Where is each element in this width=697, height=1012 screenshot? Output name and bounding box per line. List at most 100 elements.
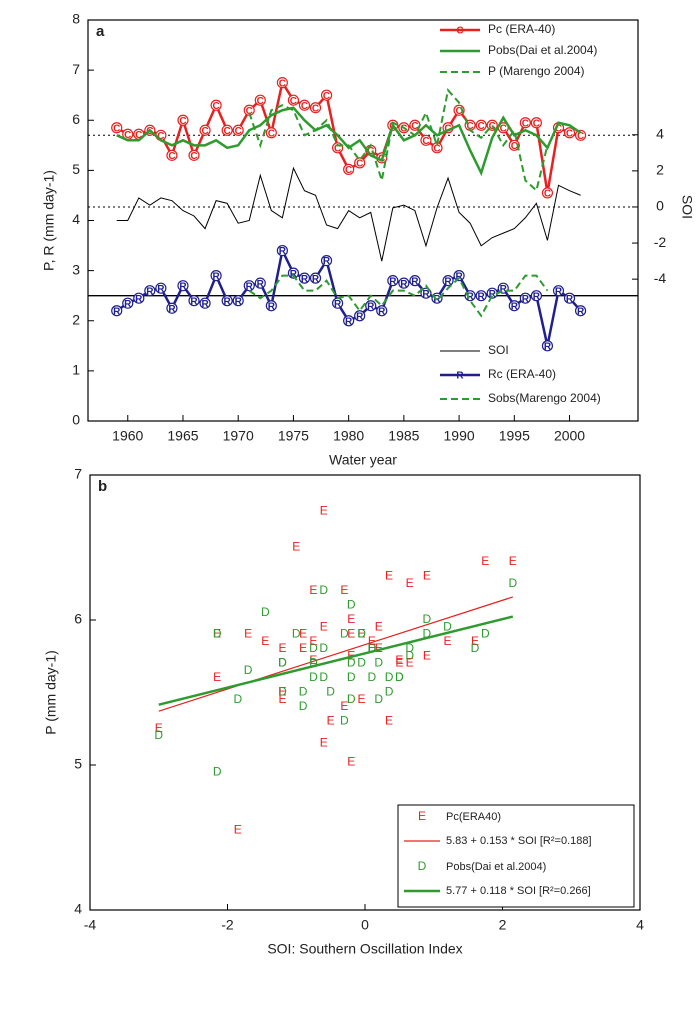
- marker: R: [190, 296, 198, 307]
- scatter-point: D: [395, 670, 404, 684]
- marker-ring: [122, 297, 134, 309]
- scatter-point: D: [309, 656, 318, 670]
- scatter-point: D: [374, 692, 383, 706]
- scatter-point: E: [309, 653, 317, 667]
- x-tick-label: 1970: [223, 428, 254, 444]
- scatter-point: E: [423, 648, 431, 662]
- scatter-point: E: [406, 656, 414, 670]
- scatter-point: D: [340, 714, 349, 728]
- marker: C: [334, 143, 341, 154]
- scatter-point: D: [385, 670, 394, 684]
- marker: R: [301, 274, 309, 285]
- x-tick-label: -4: [84, 917, 97, 933]
- marker-ring: [354, 310, 366, 322]
- x-tick-label: 0: [361, 917, 369, 933]
- scatter-point: E: [278, 685, 286, 699]
- marker-ring: [453, 270, 465, 282]
- scatter-point: D: [423, 612, 432, 626]
- marker-ring: [497, 282, 509, 294]
- marker: R: [179, 281, 187, 292]
- marker: R: [323, 256, 331, 267]
- scatter-point: E: [347, 648, 355, 662]
- marker-ring: [574, 305, 587, 317]
- scatter-point: E: [395, 653, 403, 667]
- marker-ring: [210, 270, 222, 282]
- scatter-point: E: [368, 634, 376, 648]
- panel-label: a: [96, 23, 105, 40]
- scatter-point: D: [213, 627, 222, 641]
- scatter-point: D: [278, 656, 287, 670]
- marker-ring: [519, 117, 531, 129]
- scatter-point: E: [347, 612, 355, 626]
- legend-label: Pc (ERA-40): [488, 22, 555, 36]
- y2-tick-label: 0: [656, 198, 664, 214]
- x-tick-label: 2: [499, 917, 507, 933]
- x-tick-label: 1985: [388, 428, 419, 444]
- marker: C: [411, 121, 418, 132]
- legend-label: P (Marengo 2004): [488, 64, 585, 78]
- scatter-point: D: [244, 663, 253, 677]
- marker: R: [279, 246, 287, 257]
- marker-ring: [343, 315, 355, 327]
- y-axis-label: P, R (mm day-1): [41, 170, 57, 271]
- y2-tick-label: 4: [656, 125, 664, 141]
- marker-ring: [188, 149, 200, 161]
- scatter-point: E: [234, 822, 242, 836]
- y-tick-label: 4: [72, 211, 80, 227]
- marker-ring: [508, 300, 520, 312]
- legend-marker: R: [456, 371, 464, 382]
- marker-ring: [265, 127, 277, 139]
- marker-ring: [166, 149, 178, 161]
- scatter-point: D: [309, 670, 318, 684]
- x-tick-label: 4: [636, 917, 644, 933]
- scatter-point: E: [375, 641, 383, 655]
- scatter-point: E: [443, 634, 451, 648]
- scatter-point: E: [327, 714, 335, 728]
- scatter-point: E: [244, 627, 252, 641]
- scatter-point: D: [292, 627, 301, 641]
- marker-ring: [166, 302, 178, 314]
- x-tick-label: 1980: [333, 428, 364, 444]
- scatter-point: D: [368, 641, 377, 655]
- y-tick-label: 5: [74, 756, 82, 772]
- scatter-point: D: [278, 656, 287, 670]
- marker: C: [455, 106, 462, 117]
- y-tick-label: 8: [72, 11, 80, 27]
- y-axis-label: P (mm day-1): [43, 650, 59, 735]
- marker: C: [268, 128, 275, 139]
- y-tick-label: 7: [72, 61, 80, 77]
- marker-ring: [276, 77, 288, 89]
- scatter-point: D: [395, 670, 404, 684]
- scatter-point: E: [481, 554, 489, 568]
- marker-ring: [298, 272, 311, 284]
- legend-marker: D: [418, 859, 427, 873]
- scatter-point: D: [319, 641, 328, 655]
- marker-ring: [409, 275, 421, 287]
- marker: C: [566, 128, 573, 139]
- marker: R: [257, 279, 265, 290]
- marker-ring: [320, 255, 333, 267]
- scatter-point: E: [292, 540, 300, 554]
- fit-line: [158, 615, 514, 706]
- scatter-point: E: [347, 627, 355, 641]
- scatter-point: D: [423, 627, 432, 641]
- marker: C: [279, 78, 286, 89]
- marker: R: [533, 291, 541, 302]
- scatter-point: E: [299, 627, 307, 641]
- marker: R: [489, 289, 497, 300]
- marker: C: [224, 126, 231, 137]
- scatter-point: E: [309, 634, 317, 648]
- scatter-point: D: [374, 656, 383, 670]
- marker-ring: [530, 290, 542, 302]
- plot-frame: [87, 19, 639, 422]
- scatter-point: E: [423, 569, 431, 583]
- x-tick-label: 1975: [278, 428, 309, 444]
- scatter-point: D: [347, 670, 356, 684]
- marker-ring: [309, 102, 322, 114]
- marker: C: [235, 126, 242, 137]
- x-axis-label: Water year: [329, 452, 397, 468]
- series-line: [116, 166, 581, 262]
- marker: C: [511, 141, 518, 152]
- marker: C: [422, 136, 429, 147]
- marker: C: [323, 91, 330, 102]
